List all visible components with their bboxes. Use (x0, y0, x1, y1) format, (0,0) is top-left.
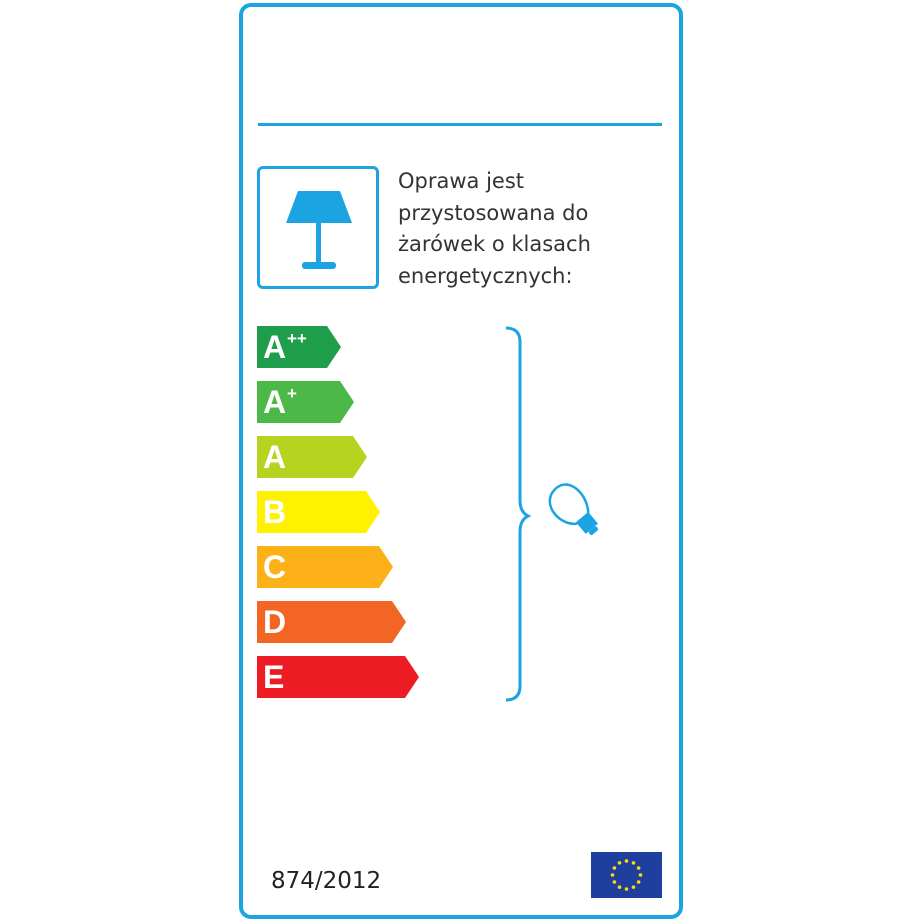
class-letter: A (263, 439, 287, 475)
class-plus: + (287, 384, 297, 403)
label-frame (239, 3, 683, 919)
eu-star (636, 866, 641, 870)
light-bulb-icon (548, 483, 599, 536)
class-letter: C (263, 549, 287, 585)
eu-star (612, 866, 617, 870)
eu-star (631, 885, 636, 889)
eu-star (638, 873, 643, 877)
description-line: Oprawa jest (398, 169, 525, 193)
eu-star (617, 885, 622, 889)
description: Oprawa jest przystosowana do żarówek o k… (398, 166, 591, 292)
eu-star (624, 859, 629, 863)
divider (258, 123, 662, 126)
class-letter: A (263, 384, 287, 420)
eu-star (636, 880, 641, 884)
eu-flag-icon (591, 852, 662, 898)
eu-star (610, 873, 615, 877)
eu-star (617, 861, 622, 865)
class-letter: D (263, 604, 287, 640)
eu-star (612, 880, 617, 884)
regulation-number: 874/2012 (271, 868, 382, 894)
description-line: przystosowana do (398, 200, 589, 225)
table-lamp-icon (257, 166, 379, 289)
description-line: energetycznych: (398, 263, 573, 288)
class-letter: A (263, 329, 287, 365)
bracket (505, 326, 532, 702)
eu-star (624, 887, 629, 891)
class-plus: ++ (287, 329, 307, 348)
class-letter: E (263, 659, 285, 695)
eu-star (631, 861, 636, 865)
description-line: żarówek o klasach (398, 232, 591, 256)
class-letter: B (263, 494, 287, 530)
